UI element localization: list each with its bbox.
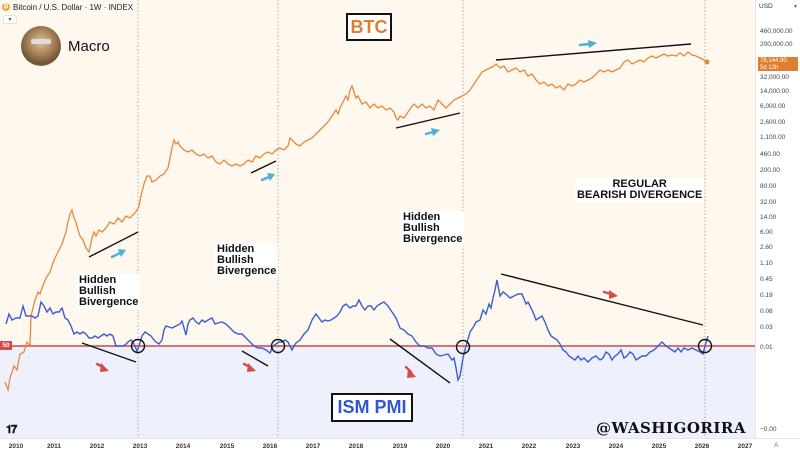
sunglasses-graphic bbox=[31, 39, 51, 44]
collapse-legend-button[interactable]: ▾ bbox=[3, 15, 17, 24]
y-tick: 200.00 bbox=[760, 167, 780, 174]
annotation-hidden-bullish-3: Hidden Bullish Bivergence bbox=[401, 211, 465, 246]
x-tick: 2011 bbox=[46, 443, 62, 450]
x-tick: 2010 bbox=[8, 443, 24, 450]
annotation-line: Bullish bbox=[79, 285, 116, 297]
y-tick: 460,000.00 bbox=[760, 28, 793, 35]
x-tick: 2024 bbox=[608, 443, 624, 450]
btc-label: BTC bbox=[346, 13, 392, 41]
x-tick: 2017 bbox=[305, 443, 321, 450]
y-tick: 0.08 bbox=[760, 308, 773, 315]
x-tick: 2014 bbox=[175, 443, 191, 450]
y-tick: 1,100.00 bbox=[760, 134, 786, 141]
annotation-line: Hidden bbox=[217, 243, 255, 255]
x-tick: 2016 bbox=[262, 443, 278, 450]
y-tick: 32,000.00 bbox=[760, 74, 789, 81]
y-tick: 2.60 bbox=[760, 244, 773, 251]
time-axis[interactable]: 2010 2011 2012 2013 2014 2015 2016 2017 … bbox=[0, 438, 800, 453]
chart-area[interactable]: ₿ Bitcoin / U.S. Dollar · 1W · INDEX ▾ M… bbox=[0, 0, 755, 438]
current-price-marker bbox=[704, 59, 710, 65]
currency-selector[interactable]: USD bbox=[759, 3, 773, 10]
x-tick: 2023 bbox=[565, 443, 581, 450]
channel-name: Macro bbox=[68, 38, 110, 55]
x-tick: 2020 bbox=[435, 443, 451, 450]
symbol-header[interactable]: ₿ Bitcoin / U.S. Dollar · 1W · INDEX bbox=[2, 1, 137, 13]
annotation-line: Bivergence bbox=[79, 296, 139, 308]
annotation-line: Bivergence bbox=[403, 233, 463, 245]
y-tick: 32.00 bbox=[760, 199, 777, 206]
bar-countdown: 5d 13h bbox=[760, 64, 779, 71]
y-tick: 1.10 bbox=[760, 260, 773, 267]
y-tick: 14,000.00 bbox=[760, 88, 789, 95]
current-price-tag: 78,144.90 5d 13h bbox=[758, 57, 798, 71]
ism-pmi-label: ISM PMI bbox=[331, 393, 413, 422]
x-tick: 2025 bbox=[651, 443, 667, 450]
annotation-line: REGULAR bbox=[612, 178, 667, 190]
x-tick: 2021 bbox=[478, 443, 494, 450]
y-tick: 14.00 bbox=[760, 214, 777, 221]
price-chart-canvas[interactable] bbox=[0, 0, 755, 438]
annotation-hidden-bullish-2: Hidden Bullish Bivergence bbox=[215, 243, 279, 278]
x-tick: 2026 bbox=[694, 443, 710, 450]
annotation-regular-bearish: REGULAR BEARISH DIVERGENCE bbox=[575, 178, 705, 202]
bitcoin-coin-icon: ₿ bbox=[2, 3, 10, 11]
y-tick: 0.45 bbox=[760, 276, 773, 283]
x-tick: 2015 bbox=[219, 443, 235, 450]
symbol-title: Bitcoin / U.S. Dollar · 1W · INDEX bbox=[13, 2, 134, 12]
annotation-line: Hidden bbox=[79, 274, 117, 286]
annotation-line: Bullish bbox=[403, 222, 440, 234]
chevron-down-icon[interactable]: ▾ bbox=[793, 4, 797, 10]
y-tick: −0.00 bbox=[760, 426, 777, 433]
price-axis[interactable]: USD ▾ 460,000.00 200,000.00 78,144.90 5d… bbox=[755, 0, 800, 438]
x-tick: 2012 bbox=[89, 443, 105, 450]
tradingview-logo[interactable]: 𝟏𝟕 bbox=[6, 424, 17, 436]
pmi-50-level-badge: 50 bbox=[0, 341, 12, 350]
y-tick: 0.01 bbox=[760, 344, 773, 351]
x-tick: 2022 bbox=[521, 443, 537, 450]
x-tick: 2027 bbox=[737, 443, 753, 450]
current-price: 78,144.90 bbox=[760, 58, 787, 64]
x-tick: 2019 bbox=[392, 443, 408, 450]
author-watermark: @WASHIGORIRA bbox=[596, 419, 747, 437]
avatar bbox=[21, 26, 61, 66]
chevron-down-icon: ▾ bbox=[8, 17, 12, 23]
y-tick: 460.00 bbox=[760, 151, 780, 158]
annotation-line: BEARISH DIVERGENCE bbox=[577, 189, 703, 201]
y-tick: 2,600.00 bbox=[760, 119, 786, 126]
y-tick: 6,000.00 bbox=[760, 103, 786, 110]
x-tick: 2018 bbox=[348, 443, 364, 450]
x-tick: 2013 bbox=[132, 443, 148, 450]
annotation-hidden-bullish-1: Hidden Bullish Bivergence bbox=[77, 274, 141, 309]
auto-scale-button[interactable]: A bbox=[774, 442, 779, 449]
annotation-line: Bullish bbox=[217, 254, 254, 266]
annotation-line: Hidden bbox=[403, 211, 441, 223]
y-tick: 0.03 bbox=[760, 324, 773, 331]
y-tick: 6.00 bbox=[760, 229, 773, 236]
y-tick: 80.00 bbox=[760, 183, 777, 190]
y-tick: 0.19 bbox=[760, 292, 773, 299]
y-tick: 200,000.00 bbox=[760, 41, 793, 48]
annotation-line: Bivergence bbox=[217, 265, 277, 277]
